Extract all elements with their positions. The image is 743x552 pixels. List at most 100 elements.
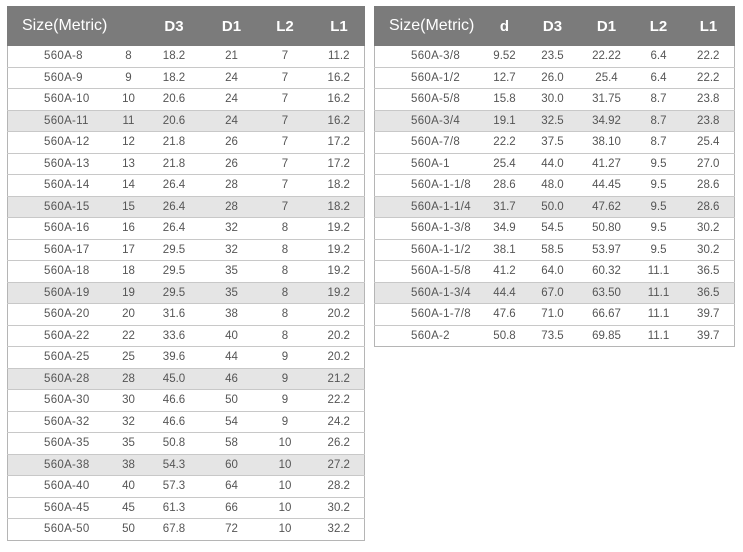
value-cell: 16 [115, 217, 142, 240]
value-cell: 8 [256, 324, 314, 347]
value-cell: 32 [115, 410, 142, 433]
value-cell: 67.0 [526, 281, 579, 304]
value-cell: 7 [256, 174, 314, 197]
value-cell: 24 [206, 109, 257, 132]
value-cell: 11.1 [634, 303, 683, 326]
value-cell: 22 [115, 324, 142, 347]
value-cell: 29.5 [141, 260, 207, 283]
size-cell: 560A-38 [7, 453, 116, 476]
value-cell: 19.2 [313, 238, 365, 261]
value-cell: 35 [115, 432, 142, 455]
size-cell: 560A-1-1/8 [374, 174, 483, 197]
table-row: 560A-1/2 12.7 26.0 25.4 6.4 22.2 [374, 66, 735, 89]
value-cell: 25.4 [578, 66, 635, 89]
value-cell: 41.2 [482, 260, 527, 283]
size-cell: 560A-22 [7, 324, 116, 347]
size-cell: 560A-10 [7, 88, 116, 111]
value-cell: 7 [256, 45, 314, 68]
value-cell: 19 [115, 281, 142, 304]
size-cell: 560A-30 [7, 389, 116, 412]
value-cell: 50 [206, 389, 257, 412]
value-cell: 15.8 [482, 88, 527, 111]
table-row: 560A-2 50.8 73.5 69.85 11.1 39.7 [374, 324, 735, 347]
value-cell: 63.50 [578, 281, 635, 304]
value-cell: 19.1 [482, 109, 527, 132]
size-cell: 560A-15 [7, 195, 116, 218]
value-cell: 17.2 [313, 131, 365, 154]
table-row: 560A-1-1/4 31.7 50.0 47.62 9.5 28.6 [374, 195, 735, 218]
value-cell: 27.0 [682, 152, 735, 175]
value-cell: 22.2 [682, 66, 735, 89]
value-cell: 10 [256, 475, 314, 498]
value-cell: 11.2 [313, 45, 365, 68]
table-row: 560A-1-3/8 34.9 54.5 50.80 9.5 30.2 [374, 217, 735, 240]
table-row: 560A-15 15 26.4 28 7 18.2 [7, 195, 365, 218]
value-cell: 25 [115, 346, 142, 369]
value-cell: 32 [206, 217, 257, 240]
value-cell: 24.2 [313, 410, 365, 433]
size-cell: 560A-19 [7, 281, 116, 304]
table-row: 560A-19 19 29.5 35 8 19.2 [7, 281, 365, 304]
value-cell: 6.4 [634, 45, 683, 68]
value-cell: 38 [115, 453, 142, 476]
value-cell: 35 [206, 281, 257, 304]
size-cell: 560A-17 [7, 238, 116, 261]
value-cell: 15 [115, 195, 142, 218]
size-cell: 560A-2 [374, 324, 483, 347]
table-row: 560A-7/8 22.2 37.5 38.10 8.7 25.4 [374, 131, 735, 154]
table-header-row: Size(Metric) D3 D1 L2 L1 [7, 6, 365, 46]
table-row: 560A-35 35 50.8 58 10 26.2 [7, 432, 365, 455]
table-row: 560A-13 13 21.8 26 7 17.2 [7, 152, 365, 175]
value-cell: 64.0 [526, 260, 579, 283]
value-cell: 11 [115, 109, 142, 132]
value-cell: 26.0 [526, 66, 579, 89]
value-cell: 9 [256, 367, 314, 390]
value-cell: 46.6 [141, 389, 207, 412]
value-cell: 31.6 [141, 303, 207, 326]
value-cell: 10 [256, 518, 314, 541]
header-l1: L1 [313, 6, 365, 46]
value-cell: 54 [206, 410, 257, 433]
header-d: d [482, 6, 527, 46]
value-cell: 12 [115, 131, 142, 154]
value-cell: 23.5 [526, 45, 579, 68]
value-cell: 38.1 [482, 238, 527, 261]
value-cell: 22.22 [578, 45, 635, 68]
value-cell: 64 [206, 475, 257, 498]
value-cell: 8.7 [634, 88, 683, 111]
value-cell: 41.27 [578, 152, 635, 175]
metric-table-body: 560A-8 8 18.2 21 7 11.2 560A-9 9 18.2 24 7 16.2 560A… [7, 45, 365, 541]
value-cell: 8 [256, 281, 314, 304]
value-cell: 50.8 [141, 432, 207, 455]
value-cell: 6.4 [634, 66, 683, 89]
value-cell: 30 [115, 389, 142, 412]
value-cell: 18.2 [141, 45, 207, 68]
header-l2: L2 [256, 6, 314, 46]
size-cell: 560A-13 [7, 152, 116, 175]
value-cell: 7 [256, 152, 314, 175]
size-cell: 560A-18 [7, 260, 116, 283]
value-cell: 50.8 [482, 324, 527, 347]
value-cell: 54.5 [526, 217, 579, 240]
value-cell: 32.5 [526, 109, 579, 132]
size-cell: 560A-11 [7, 109, 116, 132]
value-cell: 16.2 [313, 88, 365, 111]
table-row: 560A-1-1/8 28.6 48.0 44.45 9.5 28.6 [374, 174, 735, 197]
value-cell: 9.5 [634, 174, 683, 197]
table-header-row: Size(Metric) d D3 D1 L2 L1 [374, 6, 735, 46]
table-row: 560A-32 32 46.6 54 9 24.2 [7, 410, 365, 433]
value-cell: 20 [115, 303, 142, 326]
value-cell: 28 [115, 367, 142, 390]
size-cell: 560A-7/8 [374, 131, 483, 154]
value-cell: 50.80 [578, 217, 635, 240]
table-row: 560A-17 17 29.5 32 8 19.2 [7, 238, 365, 261]
value-cell: 30.2 [313, 496, 365, 519]
value-cell: 8 [256, 238, 314, 261]
table-row: 560A-1 25.4 44.0 41.27 9.5 27.0 [374, 152, 735, 175]
value-cell: 58.5 [526, 238, 579, 261]
inch-size-table: Size(Metric) d D3 D1 L2 L1 560A-3/8 9.52 2… [374, 6, 735, 347]
value-cell: 61.3 [141, 496, 207, 519]
value-cell: 9.5 [634, 217, 683, 240]
header-size: Size(Metric) [374, 6, 483, 46]
value-cell: 8.7 [634, 109, 683, 132]
